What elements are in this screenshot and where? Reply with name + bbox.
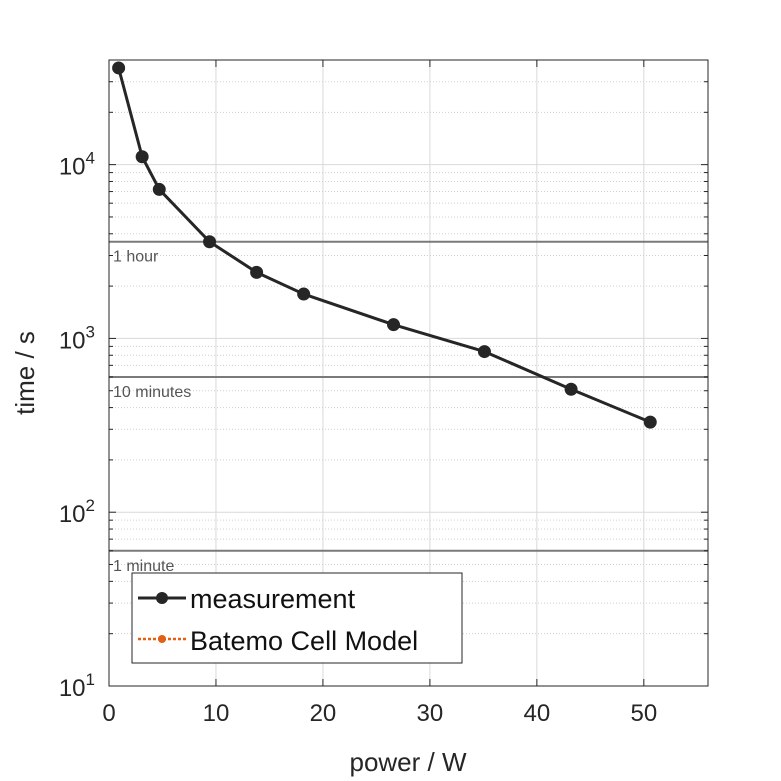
series-line-0 bbox=[117, 67, 651, 424]
reference-line-label: 10 minutes bbox=[113, 384, 191, 401]
legend-label-batemo: Batemo Cell Model bbox=[190, 626, 418, 656]
data-point bbox=[203, 235, 217, 249]
data-point bbox=[564, 382, 578, 396]
y-axis-ticks: 101 102 103 104 bbox=[59, 59, 708, 702]
x-tick-label: 50 bbox=[630, 700, 657, 727]
grid bbox=[108, 59, 708, 687]
data-point bbox=[477, 345, 491, 359]
series bbox=[112, 61, 657, 429]
y-tick-label: 102 bbox=[59, 496, 95, 528]
x-axis-label: power / W bbox=[349, 747, 466, 777]
legend-box bbox=[131, 572, 463, 664]
x-tick-label: 0 bbox=[102, 700, 115, 727]
x-tick-label: 40 bbox=[524, 700, 551, 727]
legend: measurement Batemo Cell Model bbox=[131, 572, 463, 664]
reference-line-label: 1 minute bbox=[113, 558, 174, 575]
y-tick-label: 101 bbox=[59, 670, 95, 702]
y-tick-label: 103 bbox=[59, 322, 95, 354]
y-tick-label: 104 bbox=[59, 149, 95, 181]
legend-label-measurement: measurement bbox=[190, 584, 356, 614]
legend-marker-batemo bbox=[158, 635, 166, 643]
data-point bbox=[112, 61, 126, 75]
plot-area-frame bbox=[108, 59, 709, 687]
data-point bbox=[387, 318, 401, 332]
data-point bbox=[297, 287, 311, 301]
y-axis-label: time / s bbox=[10, 331, 40, 415]
legend-marker-measurement bbox=[156, 592, 168, 604]
x-tick-label: 30 bbox=[417, 700, 444, 727]
data-point bbox=[643, 415, 657, 429]
data-point bbox=[250, 265, 264, 279]
x-tick-label: 10 bbox=[203, 700, 230, 727]
x-axis-ticks: 0 10 20 30 40 50 bbox=[102, 60, 657, 727]
reference-line-label: 1 hour bbox=[113, 249, 159, 266]
x-tick-label: 20 bbox=[310, 700, 337, 727]
reference-lines: 1 hour 10 minutes 1 minute bbox=[109, 240, 708, 575]
data-point bbox=[135, 150, 149, 164]
data-point bbox=[152, 182, 166, 196]
